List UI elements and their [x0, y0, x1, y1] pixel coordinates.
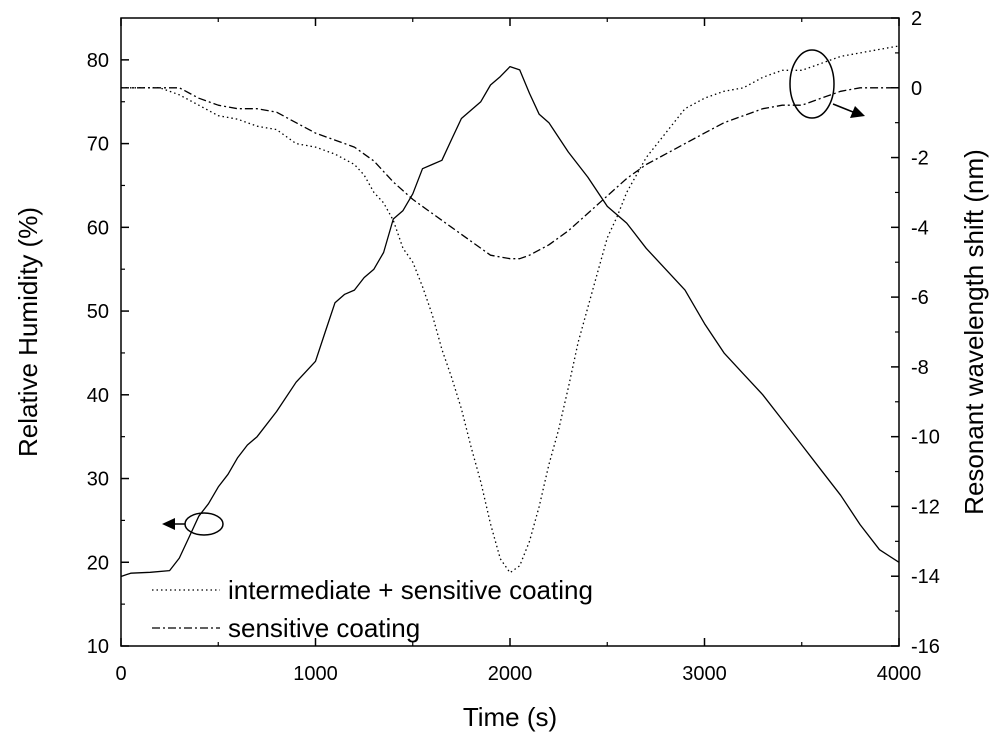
left-axis-indicator [162, 512, 224, 536]
x-axis-title: Time (s) [463, 702, 557, 732]
legend-label-sensitive: sensitive coating [228, 613, 420, 643]
y2-axis-title: Resonant wavelength shift (nm) [959, 149, 989, 515]
y2-tick-label: -6 [911, 287, 929, 309]
y-axis-title: Relative Humidity (%) [13, 207, 43, 457]
series-line-relative-humidity [120, 65, 900, 578]
y-tick-label: 80 [87, 50, 109, 72]
x-tick-label: 4000 [877, 663, 922, 685]
y2-tick-label: -4 [911, 217, 929, 239]
right-indicator-arrowhead [850, 106, 865, 118]
ticks-layer: 0 1000 2000 3000 4000102030405060708020-2-4-… [87, 8, 940, 685]
legend-label-intermediate: intermediate + sensitive coating [228, 575, 593, 605]
y-tick-label: 10 [87, 636, 109, 658]
y2-tick-label: 2 [911, 8, 922, 30]
right-axis-indicator [789, 49, 865, 119]
x-tick-label: 1000 [293, 663, 338, 685]
x-tick-label: 2000 [488, 663, 533, 685]
y-tick-label: 60 [87, 217, 109, 239]
series-line-intermediate-sensitive-coating [121, 45, 900, 574]
y2-tick-label: -16 [911, 636, 940, 658]
left-indicator-ellipse [184, 512, 224, 536]
y2-tick-label: -14 [911, 566, 940, 588]
y-tick-label: 20 [87, 552, 109, 574]
x-tick-label: 0 [115, 663, 126, 685]
y-tick-label: 50 [87, 301, 109, 323]
y-tick-label: 30 [87, 469, 109, 491]
y2-tick-label: -10 [911, 427, 940, 449]
series-layer [120, 45, 900, 578]
y2-tick-label: -2 [911, 148, 929, 170]
right-indicator-arrow-line [832, 103, 854, 113]
plot-frame [120, 17, 900, 647]
legend: intermediate + sensitive coating sensiti… [152, 575, 593, 643]
right-indicator-ellipse [789, 49, 835, 119]
x-tick-label: 3000 [682, 663, 727, 685]
left-indicator-arrowhead [162, 518, 175, 530]
y2-tick-label: 0 [911, 78, 922, 100]
y2-tick-label: -12 [911, 496, 940, 518]
y-tick-label: 70 [87, 134, 109, 156]
y-tick-label: 40 [87, 385, 109, 407]
series-line-sensitive-coating [121, 87, 899, 260]
y2-tick-label: -8 [911, 357, 929, 379]
